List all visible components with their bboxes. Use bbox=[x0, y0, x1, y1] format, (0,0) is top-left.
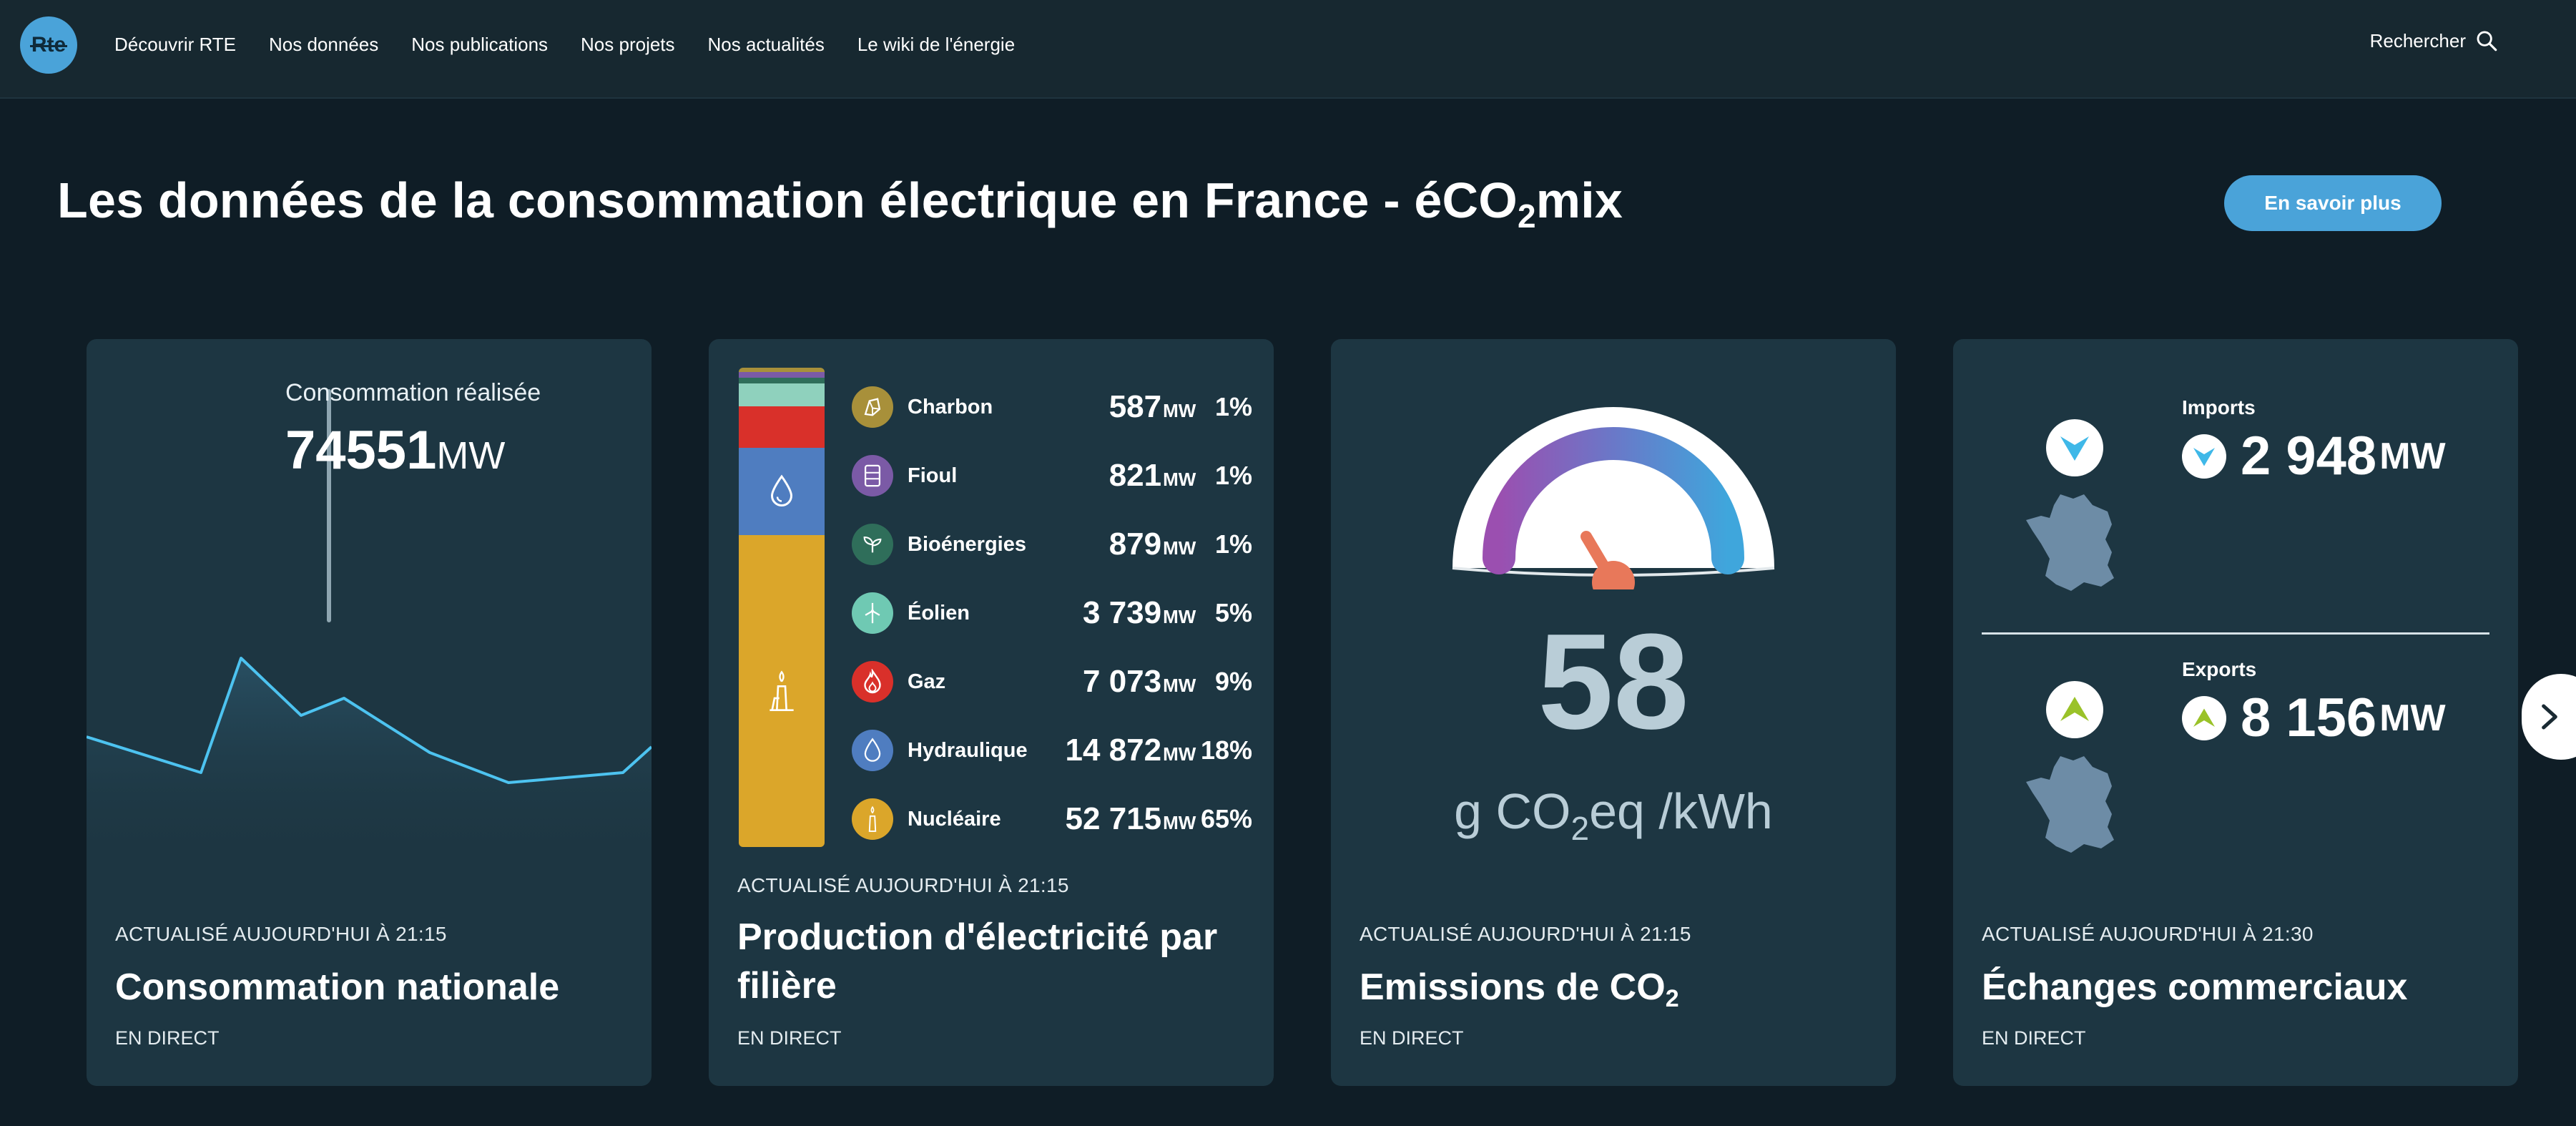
imports-label: Imports bbox=[2182, 396, 2256, 418]
production-row-bioenergies[interactable]: Bioénergies 879MW 1% bbox=[852, 519, 1252, 569]
consumption-value: 74551MW bbox=[285, 420, 506, 481]
top-navigation-bar: Rte Découvrir RTE Nos données Nos public… bbox=[0, 0, 2576, 99]
emissions-updated: ACTUALISÉ AUJOURD'HUI À 21:15 bbox=[1360, 923, 1691, 945]
source-name: Éolien bbox=[908, 601, 970, 625]
wind-turbine-icon bbox=[852, 592, 893, 634]
current-marker-line bbox=[327, 389, 331, 622]
logo-text: Rte bbox=[29, 33, 68, 57]
flame-icon bbox=[852, 661, 893, 702]
co2-gauge bbox=[1452, 407, 1775, 589]
france-map-icon bbox=[2026, 756, 2114, 853]
imports-value: 2 948 MW bbox=[2182, 425, 2446, 487]
import-small-arrow-icon bbox=[2182, 434, 2226, 479]
consumption-updated: ACTUALISÉ AUJOURD'HUI À 21:15 bbox=[115, 923, 447, 945]
exports-value: 8 156 MW bbox=[2182, 687, 2446, 749]
carousel-next-button[interactable] bbox=[2522, 674, 2576, 760]
source-name: Hydraulique bbox=[908, 738, 1028, 762]
page-title: Les données de la consommation électriqu… bbox=[57, 172, 1623, 235]
import-arrow-icon bbox=[2046, 419, 2103, 476]
co2-unit: g CO2eq /kWh bbox=[1454, 783, 1773, 847]
source-pct: 65% bbox=[1200, 804, 1252, 833]
source-mw: 7 073MW bbox=[1083, 664, 1196, 699]
gauge-dial bbox=[1452, 407, 1774, 568]
consumption-sparkline bbox=[87, 657, 652, 868]
nav-nos-publications[interactable]: Nos publications bbox=[411, 33, 549, 55]
stack-segment-fioul bbox=[739, 372, 825, 378]
source-pct: 5% bbox=[1214, 598, 1252, 627]
source-mw: 14 872MW bbox=[1065, 733, 1196, 768]
production-updated: ACTUALISÉ AUJOURD'HUI À 21:15 bbox=[737, 874, 1069, 896]
nav-wiki-energie[interactable]: Le wiki de l'énergie bbox=[857, 33, 1016, 55]
france-map-icon bbox=[2026, 494, 2114, 591]
oil-barrel-icon bbox=[852, 455, 893, 496]
exchanges-live-badge: EN DIRECT bbox=[1982, 1027, 2086, 1049]
source-pct: 18% bbox=[1200, 735, 1252, 765]
nav-decouvrir-rte[interactable]: Découvrir RTE bbox=[114, 33, 237, 55]
coal-icon bbox=[852, 386, 893, 428]
export-arrow-icon bbox=[2046, 681, 2103, 738]
nuclear-plant-icon bbox=[770, 670, 794, 711]
production-title: Production d'électricité par filière bbox=[737, 916, 1218, 1007]
search-button[interactable]: Rechercher bbox=[2370, 29, 2499, 53]
card-production-filiere[interactable]: Charbon 587MW 1% Fioul 821MW 1% Bioénerg… bbox=[709, 339, 1274, 1086]
consumption-live-badge: EN DIRECT bbox=[115, 1027, 220, 1049]
source-mw: 821MW bbox=[1108, 458, 1196, 493]
rte-logo[interactable]: Rte bbox=[20, 16, 77, 74]
production-row-gaz[interactable]: Gaz 7 073MW 9% bbox=[852, 657, 1252, 707]
stack-segment-gaz bbox=[739, 406, 825, 448]
card-consommation-nationale[interactable]: Consommation réalisée 74551MW ACTUALISÉ … bbox=[87, 339, 652, 1086]
production-row-fioul[interactable]: Fioul 821MW 1% bbox=[852, 451, 1252, 501]
consumption-label: Consommation réalisée bbox=[285, 379, 541, 406]
production-stacked-bar bbox=[739, 368, 825, 847]
source-pct: 1% bbox=[1214, 392, 1252, 421]
search-label: Rechercher bbox=[2369, 29, 2466, 52]
chevron-right-icon bbox=[2542, 704, 2557, 730]
water-drop-icon bbox=[852, 730, 893, 771]
export-small-arrow-icon bbox=[2182, 695, 2226, 740]
card-echanges-commerciaux[interactable]: Imports 2 948 MW Exports 8 156 MW ACTUALIS… bbox=[1953, 339, 2518, 1086]
emissions-title: Emissions de CO2 bbox=[1360, 966, 1679, 1012]
source-name: Gaz bbox=[908, 670, 946, 693]
source-name: Nucléaire bbox=[908, 807, 1001, 831]
water-drop-icon bbox=[770, 474, 793, 506]
production-row-eolien[interactable]: Éolien 3 739MW 5% bbox=[852, 588, 1252, 638]
source-name: Charbon bbox=[908, 395, 993, 418]
stack-segment-nucleaire bbox=[739, 535, 825, 847]
leaf-icon bbox=[852, 524, 893, 565]
source-mw: 52 715MW bbox=[1065, 801, 1196, 836]
nav-nos-donnees[interactable]: Nos données bbox=[269, 33, 379, 55]
main-nav: Découvrir RTE Nos données Nos publicatio… bbox=[114, 0, 1048, 89]
source-pct: 1% bbox=[1214, 529, 1252, 559]
nuclear-plant-icon bbox=[852, 798, 893, 840]
source-mw: 879MW bbox=[1108, 527, 1196, 562]
source-name: Fioul bbox=[908, 464, 958, 487]
stack-segment-hydraulique bbox=[739, 448, 825, 535]
nav-nos-actualites[interactable]: Nos actualités bbox=[707, 33, 825, 55]
section-divider bbox=[1982, 632, 2489, 635]
production-row-hydraulique[interactable]: Hydraulique 14 872MW 18% bbox=[852, 725, 1252, 775]
source-name: Bioénergies bbox=[908, 532, 1026, 556]
source-mw: 587MW bbox=[1108, 389, 1196, 424]
production-row-charbon[interactable]: Charbon 587MW 1% bbox=[852, 382, 1252, 432]
gauge-needle-hub bbox=[1592, 561, 1635, 589]
source-pct: 1% bbox=[1214, 461, 1252, 490]
production-live-badge: EN DIRECT bbox=[737, 1027, 842, 1049]
exchanges-title: Échanges commerciaux bbox=[1982, 966, 2408, 1008]
consumption-title: Consommation nationale bbox=[115, 966, 560, 1008]
learn-more-button[interactable]: En savoir plus bbox=[2224, 175, 2442, 231]
stack-segment-charbon bbox=[739, 368, 825, 372]
exports-label: Exports bbox=[2182, 658, 2257, 680]
card-emissions-co2[interactable]: 58 g CO2eq /kWh ACTUALISÉ AUJOURD'HUI À … bbox=[1331, 339, 1896, 1086]
search-icon bbox=[2477, 31, 2497, 52]
nav-nos-projets[interactable]: Nos projets bbox=[581, 33, 675, 55]
stack-segment-bioenergies bbox=[739, 378, 825, 383]
source-mw: 3 739MW bbox=[1083, 595, 1196, 630]
emissions-live-badge: EN DIRECT bbox=[1360, 1027, 1464, 1049]
gauge-arc bbox=[1483, 427, 1744, 574]
co2-value: 58 bbox=[1538, 606, 1689, 758]
production-row-nucleaire[interactable]: Nucléaire 52 715MW 65% bbox=[852, 794, 1252, 844]
source-pct: 9% bbox=[1214, 667, 1252, 696]
stack-segment-eolien bbox=[739, 383, 825, 406]
exchanges-updated: ACTUALISÉ AUJOURD'HUI À 21:30 bbox=[1982, 923, 2314, 945]
